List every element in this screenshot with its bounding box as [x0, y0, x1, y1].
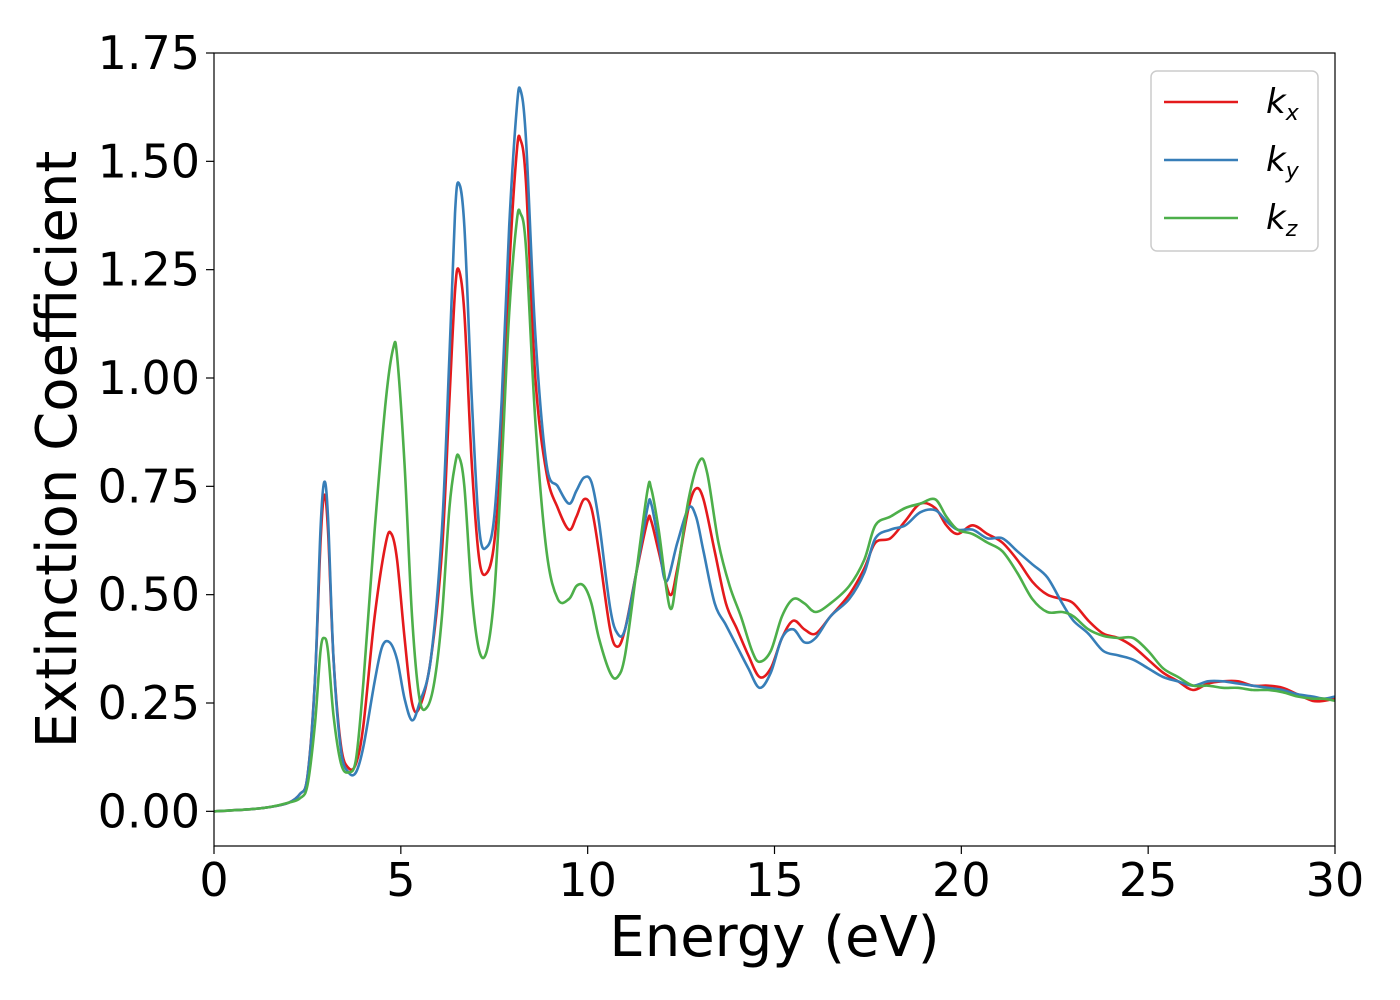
- y-tick-label: 1.50: [98, 134, 200, 188]
- x-tick-label: 0: [199, 853, 228, 907]
- x-axis-label: Energy (eV): [609, 905, 939, 970]
- y-tick-label: 0.00: [98, 784, 200, 838]
- x-tick-label: 20: [932, 853, 991, 907]
- series-line-kz: [214, 208, 1335, 813]
- y-tick-label: 1.25: [98, 243, 200, 297]
- x-tick-label: 10: [558, 853, 617, 907]
- y-tick-label: 1.00: [98, 351, 200, 405]
- y-axis-label: Extinction Coefficient: [25, 151, 90, 749]
- x-tick-label: 15: [745, 853, 804, 907]
- plot-background: [214, 53, 1335, 846]
- y-tick-label: 1.75: [98, 26, 200, 80]
- y-tick-label: 0.75: [98, 459, 200, 513]
- x-tick-label: 25: [1119, 853, 1178, 907]
- legend: kx ky kz: [1150, 70, 1319, 252]
- y-tick-label: 0.25: [98, 676, 200, 730]
- legend-label-kx: kx: [1266, 82, 1300, 126]
- y-tick-label: 0.50: [98, 568, 200, 622]
- x-tick-label: 5: [386, 853, 415, 907]
- legend-label-kz: kz: [1266, 198, 1298, 242]
- x-tick-label: 30: [1306, 853, 1365, 907]
- legend-label-ky: ky: [1266, 140, 1300, 184]
